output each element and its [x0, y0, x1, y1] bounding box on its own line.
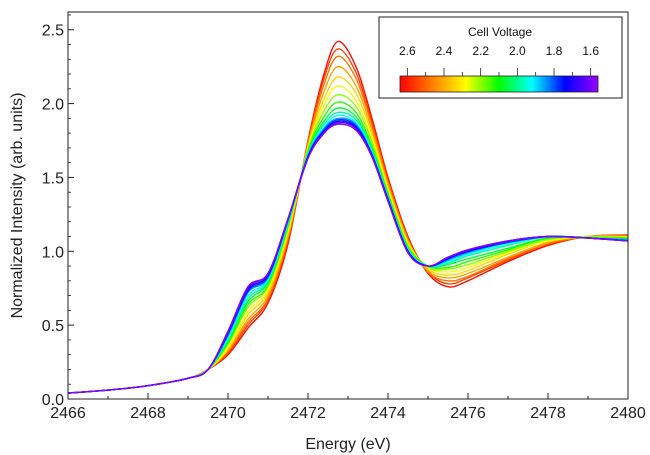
spectrum-line-11: [67, 117, 629, 394]
colorbar-tick-label: 2.6: [399, 44, 416, 58]
colorbar-legend: Cell Voltage 2.6 2.4 2.2 2.0 1.8 1.6: [378, 16, 623, 99]
spectrum-line-7: [67, 101, 628, 394]
colorbar-ticks: [406, 68, 592, 76]
y-tick-label: 2.0: [42, 97, 64, 114]
spectrum-line-12: [67, 118, 629, 394]
x-axis: 2466 2468 2470 2472 2474 2476 2478 2480: [50, 393, 646, 422]
colorbar-tick-labels: 2.6 2.4 2.2 2.0 1.8 1.6: [399, 44, 599, 58]
x-tick-label: 2466: [50, 405, 86, 422]
x-tick-label: 2472: [290, 405, 326, 422]
spectrum-line-4: [67, 76, 629, 394]
spectrum-line-9: [67, 111, 629, 394]
spectrum-line-5: [67, 85, 629, 394]
spectrum-line-3: [67, 65, 629, 394]
x-tick-label: 2468: [130, 405, 166, 422]
y-tick-label: 0.5: [42, 318, 64, 335]
x-tick-label: 2470: [210, 405, 246, 422]
x-tick-label: 2474: [370, 405, 406, 422]
spectrum-line-8: [67, 107, 629, 394]
colorbar-tick-label: 2.2: [472, 44, 489, 58]
colorbar-tick-label: 2.4: [436, 44, 453, 58]
spectrum-line-10: [67, 114, 629, 394]
spectrum-line-15: [67, 123, 629, 394]
x-tick-label: 2480: [610, 405, 646, 422]
y-tick-label: 1.0: [42, 244, 64, 261]
colorbar-title: Cell Voltage: [468, 25, 532, 39]
x-tick-label: 2478: [530, 405, 566, 422]
colorbar-gradient: [399, 75, 599, 93]
spectrum-line-14: [67, 121, 629, 394]
spectrum-line-2: [67, 55, 629, 394]
y-tick-label: 2.5: [42, 23, 64, 40]
x-tick-label: 2476: [450, 405, 486, 422]
y-tick-label: 0.0: [42, 392, 64, 409]
y-axis: 0.0 0.5 1.0 1.5 2.0 2.5: [42, 14, 74, 409]
colorbar-tick-label: 2.0: [509, 44, 526, 58]
y-tick-label: 1.5: [42, 170, 64, 187]
x-axis-title: Energy (eV): [305, 436, 390, 453]
spectra-series-group: [67, 40, 629, 394]
colorbar-tick-label: 1.6: [582, 44, 599, 58]
y-axis-title: Normalized Intensity (arb. units): [9, 93, 26, 319]
colorbar-tick-label: 1.8: [546, 44, 563, 58]
spectrum-line-1: [67, 48, 629, 394]
spectrum-line-13: [67, 120, 629, 394]
